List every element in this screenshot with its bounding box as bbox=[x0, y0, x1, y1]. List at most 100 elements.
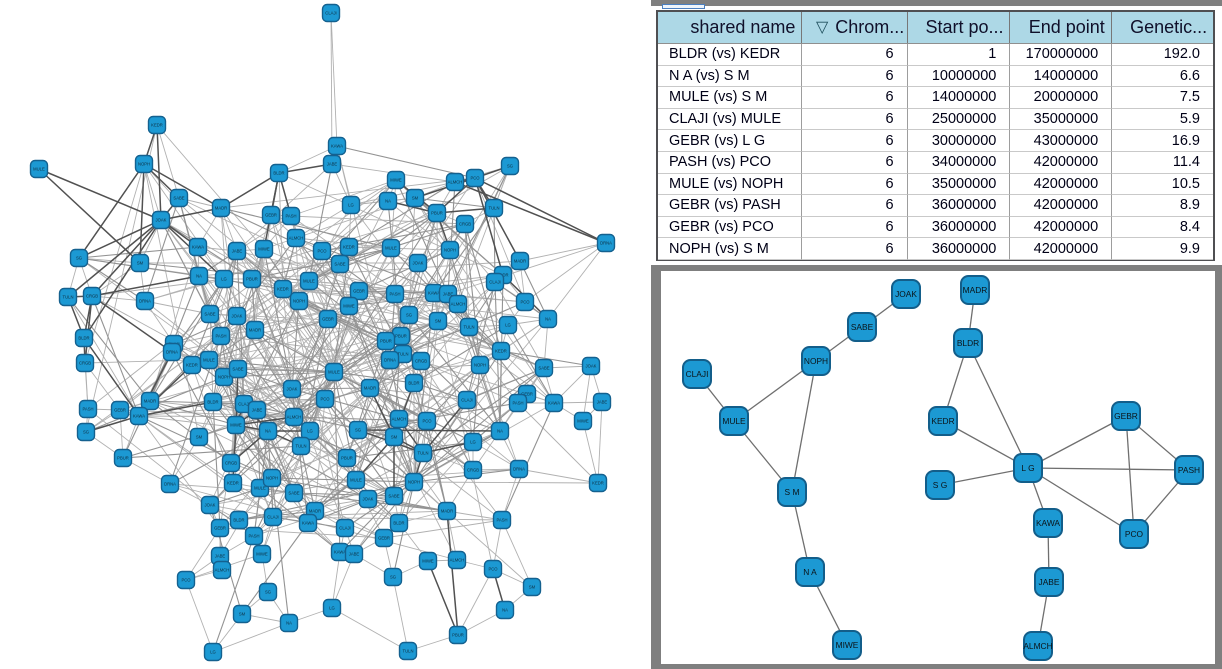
svg-text:KEDR: KEDR bbox=[277, 287, 289, 292]
svg-text:NOPH: NOPH bbox=[804, 356, 828, 366]
svg-text:SM: SM bbox=[412, 196, 419, 201]
svg-text:SG: SG bbox=[355, 428, 361, 433]
svg-text:JABE: JABE bbox=[597, 400, 608, 405]
svg-text:JOAK: JOAK bbox=[413, 261, 424, 266]
svg-text:NA: NA bbox=[196, 274, 202, 279]
svg-text:PBUR: PBUR bbox=[452, 633, 464, 638]
svg-text:MULE: MULE bbox=[328, 370, 340, 375]
svg-text:PBUR: PBUR bbox=[117, 456, 129, 461]
svg-text:SM: SM bbox=[239, 612, 246, 617]
svg-text:JOAK: JOAK bbox=[895, 289, 917, 299]
svg-text:CLAJI: CLAJI bbox=[325, 11, 336, 16]
svg-text:BLDR: BLDR bbox=[233, 518, 244, 523]
svg-text:LG: LG bbox=[221, 277, 227, 282]
svg-text:NOPH: NOPH bbox=[444, 248, 456, 253]
svg-text:PCO: PCO bbox=[470, 176, 480, 181]
svg-text:MULE: MULE bbox=[303, 279, 315, 284]
svg-text:JOAK: JOAK bbox=[156, 218, 167, 223]
svg-text:CRGB: CRGB bbox=[415, 359, 427, 364]
svg-text:PCO: PCO bbox=[422, 419, 432, 424]
svg-text:KEDR: KEDR bbox=[227, 481, 239, 486]
svg-text:GEBR: GEBR bbox=[114, 408, 126, 413]
svg-text:BLDR: BLDR bbox=[408, 381, 419, 386]
svg-text:SABE: SABE bbox=[851, 322, 874, 332]
svg-text:NA: NA bbox=[385, 199, 391, 204]
svg-text:KEDR: KEDR bbox=[931, 416, 954, 426]
svg-text:TULN: TULN bbox=[398, 352, 409, 357]
svg-text:DRNA: DRNA bbox=[166, 350, 178, 355]
svg-text:NOPH: NOPH bbox=[408, 480, 420, 485]
svg-text:CRGB: CRGB bbox=[86, 294, 98, 299]
svg-text:MULE: MULE bbox=[254, 486, 266, 491]
svg-text:MIWE: MIWE bbox=[422, 559, 434, 564]
svg-text:ALMCH: ALMCH bbox=[450, 558, 465, 563]
svg-text:JABE: JABE bbox=[215, 554, 226, 559]
svg-text:BLDR: BLDR bbox=[207, 400, 218, 405]
svg-text:PASH: PASH bbox=[496, 518, 507, 523]
svg-text:MIWE: MIWE bbox=[256, 552, 268, 557]
svg-text:LG: LG bbox=[329, 606, 335, 611]
svg-text:LG: LG bbox=[307, 429, 313, 434]
svg-text:N A: N A bbox=[803, 567, 817, 577]
svg-text:GEBR: GEBR bbox=[214, 526, 226, 531]
svg-text:PASH: PASH bbox=[1178, 465, 1200, 475]
svg-text:PCO: PCO bbox=[317, 249, 327, 254]
svg-text:BLDR: BLDR bbox=[393, 521, 404, 526]
svg-text:KAWA: KAWA bbox=[192, 245, 204, 250]
svg-text:SM: SM bbox=[391, 435, 398, 440]
svg-text:MADR: MADR bbox=[441, 509, 453, 514]
svg-text:CRGB: CRGB bbox=[225, 461, 237, 466]
svg-text:KAWA: KAWA bbox=[133, 414, 145, 419]
svg-text:NA: NA bbox=[502, 608, 508, 613]
svg-text:DRNA: DRNA bbox=[513, 467, 525, 472]
svg-text:BLDR: BLDR bbox=[273, 171, 284, 176]
svg-text:PASH: PASH bbox=[389, 292, 400, 297]
svg-text:SM: SM bbox=[435, 319, 442, 324]
svg-text:JABE: JABE bbox=[327, 162, 338, 167]
svg-text:KEDR: KEDR bbox=[343, 245, 355, 250]
svg-text:PASH: PASH bbox=[215, 334, 226, 339]
svg-text:PBUR: PBUR bbox=[246, 277, 258, 282]
svg-text:TULN: TULN bbox=[403, 649, 414, 654]
svg-text:NOPH: NOPH bbox=[138, 162, 150, 167]
svg-text:NOPH: NOPH bbox=[474, 363, 486, 368]
svg-text:PASH: PASH bbox=[82, 407, 93, 412]
svg-text:LG: LG bbox=[470, 440, 476, 445]
svg-text:PCO: PCO bbox=[520, 300, 530, 305]
svg-text:KEDR: KEDR bbox=[186, 363, 198, 368]
svg-text:ALMCH: ALMCH bbox=[287, 415, 302, 420]
svg-text:PBUR: PBUR bbox=[395, 334, 407, 339]
svg-text:DRNA: DRNA bbox=[164, 482, 176, 487]
svg-text:ALMCH: ALMCH bbox=[215, 568, 230, 573]
svg-text:DRNA: DRNA bbox=[139, 299, 151, 304]
svg-text:MADR: MADR bbox=[309, 509, 321, 514]
svg-text:KAWA: KAWA bbox=[548, 401, 560, 406]
svg-text:SG: SG bbox=[507, 164, 513, 169]
svg-text:CLAJI: CLAJI bbox=[461, 398, 472, 403]
svg-text:MIWE: MIWE bbox=[836, 640, 859, 650]
svg-text:PBUR: PBUR bbox=[380, 339, 392, 344]
svg-text:KAWA: KAWA bbox=[302, 521, 314, 526]
svg-text:JOAK: JOAK bbox=[205, 503, 216, 508]
svg-text:SM: SM bbox=[137, 261, 144, 266]
svg-text:SG: SG bbox=[76, 256, 82, 261]
svg-text:KAWA: KAWA bbox=[331, 144, 343, 149]
svg-text:KEDR: KEDR bbox=[151, 123, 163, 128]
svg-text:MADR: MADR bbox=[514, 259, 526, 264]
svg-text:KEDR: KEDR bbox=[495, 349, 507, 354]
svg-text:PCO: PCO bbox=[320, 397, 330, 402]
svg-text:JABE: JABE bbox=[443, 292, 454, 297]
svg-text:GEBR: GEBR bbox=[353, 289, 365, 294]
svg-text:NOPH: NOPH bbox=[266, 476, 278, 481]
svg-text:SABE: SABE bbox=[334, 262, 345, 267]
svg-text:MIWE: MIWE bbox=[577, 419, 589, 424]
svg-text:KAWA: KAWA bbox=[428, 291, 440, 296]
svg-text:GEBR: GEBR bbox=[1114, 411, 1138, 421]
svg-text:TULN: TULN bbox=[63, 295, 74, 300]
svg-text:SG: SG bbox=[390, 575, 396, 580]
svg-text:MIWE: MIWE bbox=[343, 304, 355, 309]
svg-text:GEBR: GEBR bbox=[378, 536, 390, 541]
svg-text:SG: SG bbox=[83, 430, 89, 435]
svg-text:PASH: PASH bbox=[248, 534, 259, 539]
svg-text:NA: NA bbox=[545, 317, 551, 322]
